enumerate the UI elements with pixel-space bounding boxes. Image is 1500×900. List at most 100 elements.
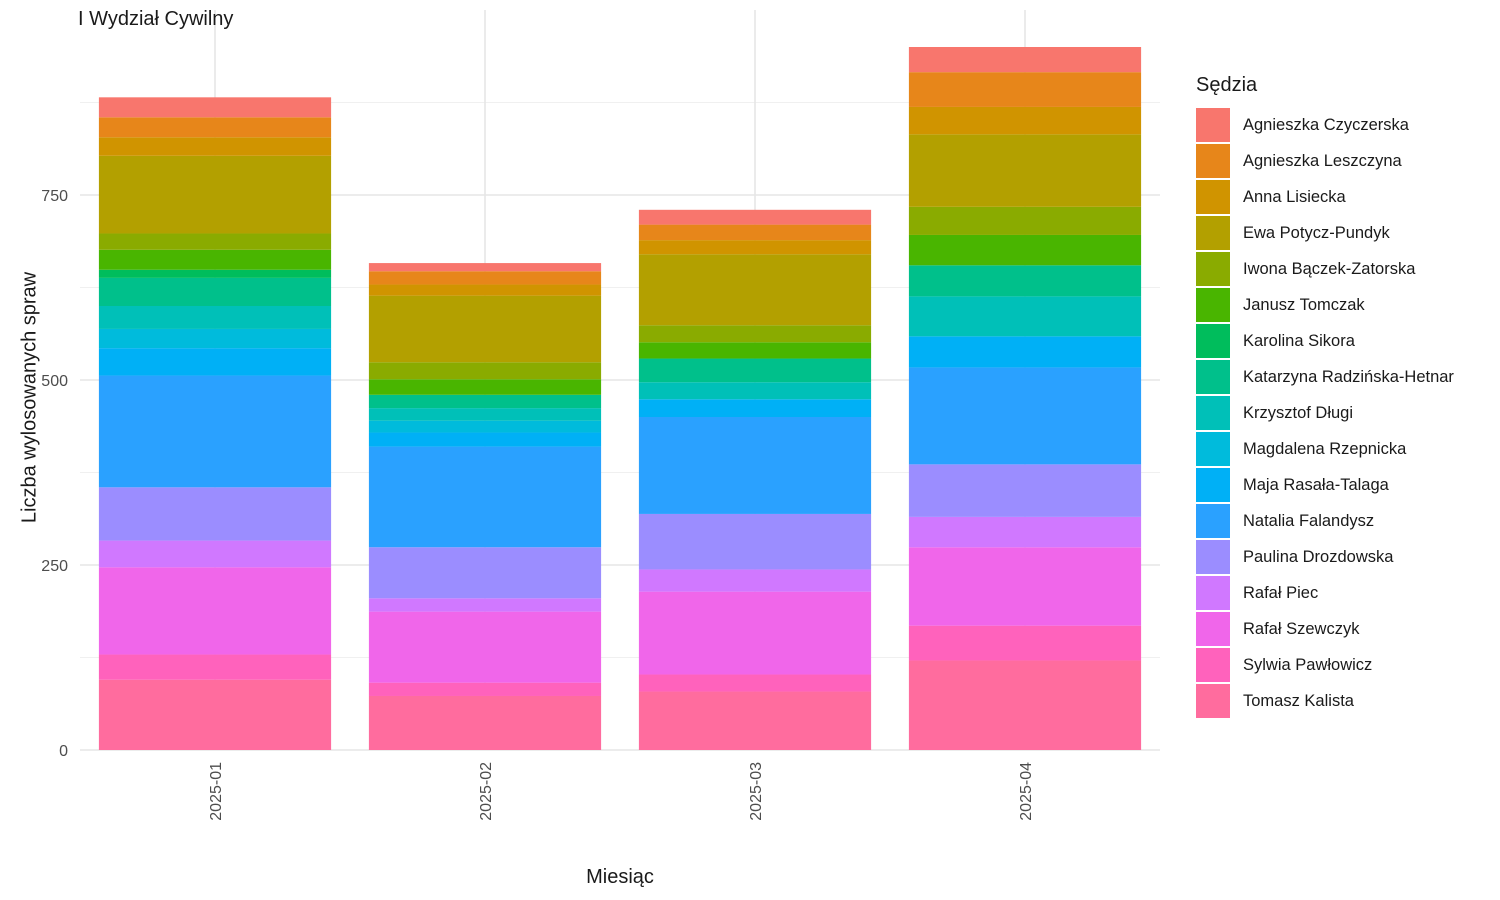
bar-segment xyxy=(368,408,602,421)
bar-segment xyxy=(368,420,602,433)
bar-segment xyxy=(638,591,872,675)
bar-segment xyxy=(368,598,602,612)
legend-swatch xyxy=(1196,504,1230,538)
bar-segment xyxy=(368,695,602,750)
legend-swatch xyxy=(1196,432,1230,466)
bar-segment xyxy=(638,358,872,383)
legend-swatch xyxy=(1196,468,1230,502)
bar-segment xyxy=(638,691,872,750)
bar-segment xyxy=(368,682,602,696)
bar-segment xyxy=(98,233,332,250)
bar-segment xyxy=(638,209,872,225)
bar-segment xyxy=(908,336,1142,368)
legend-label: Agnieszka Leszczyna xyxy=(1243,151,1402,170)
bar-segment xyxy=(908,265,1142,297)
bar-segment xyxy=(98,328,332,349)
bar-segment xyxy=(908,296,1142,337)
legend-label: Sylwia Pawłowicz xyxy=(1243,655,1373,674)
legend-label: Katarzyna Radzińska-Hetnar xyxy=(1243,367,1454,386)
bar-segment xyxy=(98,97,332,118)
bar-segment xyxy=(368,432,602,447)
bar-segment xyxy=(908,464,1142,517)
legend-swatch xyxy=(1196,180,1230,214)
legend-item: Agnieszka Czyczerska xyxy=(1196,107,1454,143)
bar-segment xyxy=(368,446,602,548)
bar-segment xyxy=(98,348,332,376)
legend-label: Ewa Potycz-Pundyk xyxy=(1243,223,1390,242)
legend-swatch xyxy=(1196,360,1230,394)
bar-segment xyxy=(908,625,1142,661)
bar-segment xyxy=(908,516,1142,548)
y-axis-ticks: 0 250 500 750 xyxy=(41,188,68,760)
chart-title: I Wydział Cywilny xyxy=(78,8,234,30)
legend-item: Karolina Sikora xyxy=(1196,323,1454,359)
legend-item: Maja Rasała-Talaga xyxy=(1196,467,1454,503)
bar-segment xyxy=(908,47,1142,73)
legend-item: Magdalena Rzepnicka xyxy=(1196,431,1454,467)
legend-swatch xyxy=(1196,396,1230,430)
bar-segment xyxy=(368,379,602,395)
legend-swatch xyxy=(1196,108,1230,142)
bar-segment xyxy=(98,306,332,329)
bar-segment xyxy=(908,660,1142,750)
legend-items: Agnieszka Czyczerska Agnieszka Leszczyna A… xyxy=(1196,107,1454,719)
legend-label: Tomasz Kalista xyxy=(1243,691,1354,710)
bar-segment xyxy=(908,547,1142,626)
bar-segment xyxy=(638,569,872,592)
y-tick-label: 0 xyxy=(59,743,68,760)
bar-segment xyxy=(98,679,332,750)
bar-segment xyxy=(908,367,1142,465)
bar-segment xyxy=(98,155,332,234)
legend-swatch xyxy=(1196,324,1230,358)
legend-item: Rafał Piec xyxy=(1196,575,1454,611)
legend-label: Karolina Sikora xyxy=(1243,331,1355,350)
bar-segment xyxy=(638,342,872,359)
bar-segment xyxy=(638,254,872,326)
legend-item: Katarzyna Radzińska-Hetnar xyxy=(1196,359,1454,395)
legend-item: Agnieszka Leszczyna xyxy=(1196,143,1454,179)
bar-segment xyxy=(98,277,332,306)
bar-segment xyxy=(98,137,332,156)
bar-segment xyxy=(368,263,602,272)
legend-item: Krzysztof Długi xyxy=(1196,395,1454,431)
legend-label: Paulina Drozdowska xyxy=(1243,547,1394,566)
bar-segment xyxy=(98,117,332,138)
legend-item: Paulina Drozdowska xyxy=(1196,539,1454,575)
legend-title: Sędzia xyxy=(1196,74,1258,96)
bar-segment xyxy=(98,249,332,270)
legend-item: Tomasz Kalista xyxy=(1196,683,1454,719)
legend-label: Agnieszka Czyczerska xyxy=(1243,115,1409,134)
x-tick-label: 2025-02 xyxy=(478,762,495,821)
bar-segment xyxy=(638,240,872,255)
legend-item: Anna Lisiecka xyxy=(1196,179,1454,215)
bar-segment xyxy=(368,271,602,285)
bar-segment xyxy=(98,487,332,541)
legend-swatch xyxy=(1196,216,1230,250)
legend-label: Natalia Falandysz xyxy=(1243,511,1375,530)
legend-swatch xyxy=(1196,144,1230,178)
bar-segment xyxy=(638,224,872,241)
bar-segment xyxy=(908,72,1142,107)
legend-label: Rafał Piec xyxy=(1243,583,1319,602)
legend-label: Rafał Szewczyk xyxy=(1243,619,1360,638)
legend-swatch xyxy=(1196,612,1230,646)
legend-label: Krzysztof Długi xyxy=(1243,403,1354,422)
y-tick-label: 500 xyxy=(41,373,68,390)
legend-item: Sylwia Pawłowicz xyxy=(1196,647,1454,683)
x-tick-label: 2025-01 xyxy=(208,762,225,821)
legend-item: Iwona Bączek-Zatorska xyxy=(1196,251,1454,287)
bars xyxy=(98,47,1142,750)
legend-label: Janusz Tomczak xyxy=(1243,295,1365,314)
bar-segment xyxy=(98,654,332,680)
bar-segment xyxy=(368,284,602,296)
bar-segment xyxy=(98,567,332,655)
bar-segment xyxy=(98,269,332,278)
bar-segment xyxy=(638,382,872,400)
bar-segment xyxy=(908,234,1142,266)
legend-swatch xyxy=(1196,684,1230,718)
legend-swatch xyxy=(1196,576,1230,610)
legend-swatch xyxy=(1196,540,1230,574)
bar-segment xyxy=(98,540,332,568)
bar-segment xyxy=(368,362,602,380)
